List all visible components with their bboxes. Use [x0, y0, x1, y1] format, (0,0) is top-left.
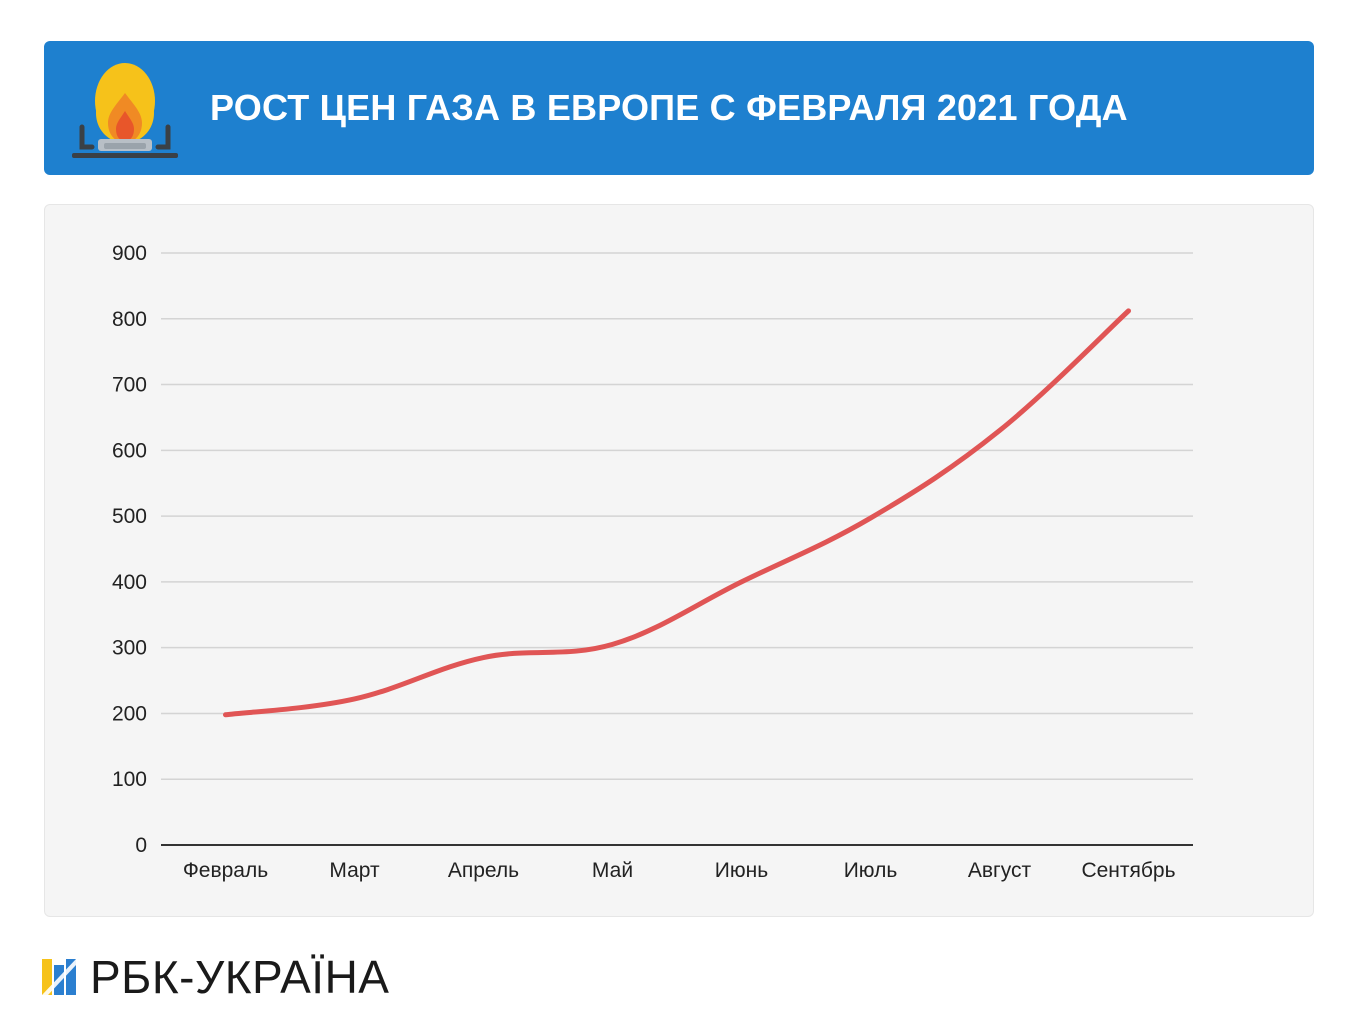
x-tick-label: Июль	[844, 859, 898, 882]
x-tick-label: Сентябрь	[1081, 859, 1175, 882]
y-tick-label: 200	[112, 702, 147, 725]
y-tick-label: 800	[112, 308, 147, 331]
line-chart: 0 100 200 300 400 500 600 700 800 900 Февраль Март А…	[112, 242, 1193, 882]
rbc-ukraina-logo-icon	[42, 959, 76, 995]
y-tick-label: 300	[112, 637, 147, 660]
x-tick-label: Август	[968, 859, 1032, 882]
x-tick-label: Июнь	[715, 859, 768, 882]
y-tick-label: 700	[112, 374, 147, 397]
chart-panel: 0 100 200 300 400 500 600 700 800 900 Февраль Март А…	[44, 204, 1314, 917]
x-tick-label: Апрель	[448, 859, 519, 882]
y-tick-label: 600	[112, 439, 147, 462]
page-title: РОСТ ЦЕН ГАЗА В ЕВРОПЕ С ФЕВРАЛЯ 2021 ГО…	[210, 87, 1128, 128]
y-tick-label: 400	[112, 571, 147, 594]
x-tick-label: Март	[329, 859, 380, 882]
chart-header: РОСТ ЦЕН ГАЗА В ЕВРОПЕ С ФЕВРАЛЯ 2021 ГО…	[44, 41, 1314, 175]
y-tick-label: 100	[112, 768, 147, 791]
y-tick-label: 0	[135, 834, 147, 857]
footer-logo: РБК-УКРАЇНА	[42, 951, 390, 1003]
y-tick-label: 500	[112, 505, 147, 528]
series-line	[223, 308, 1131, 718]
gas-burner-icon	[72, 63, 178, 158]
x-tick-label: Февраль	[183, 859, 268, 882]
y-tick-label: 900	[112, 242, 147, 265]
logo-text: РБК-УКРАЇНА	[90, 951, 390, 1003]
x-tick-label: Май	[592, 859, 633, 882]
